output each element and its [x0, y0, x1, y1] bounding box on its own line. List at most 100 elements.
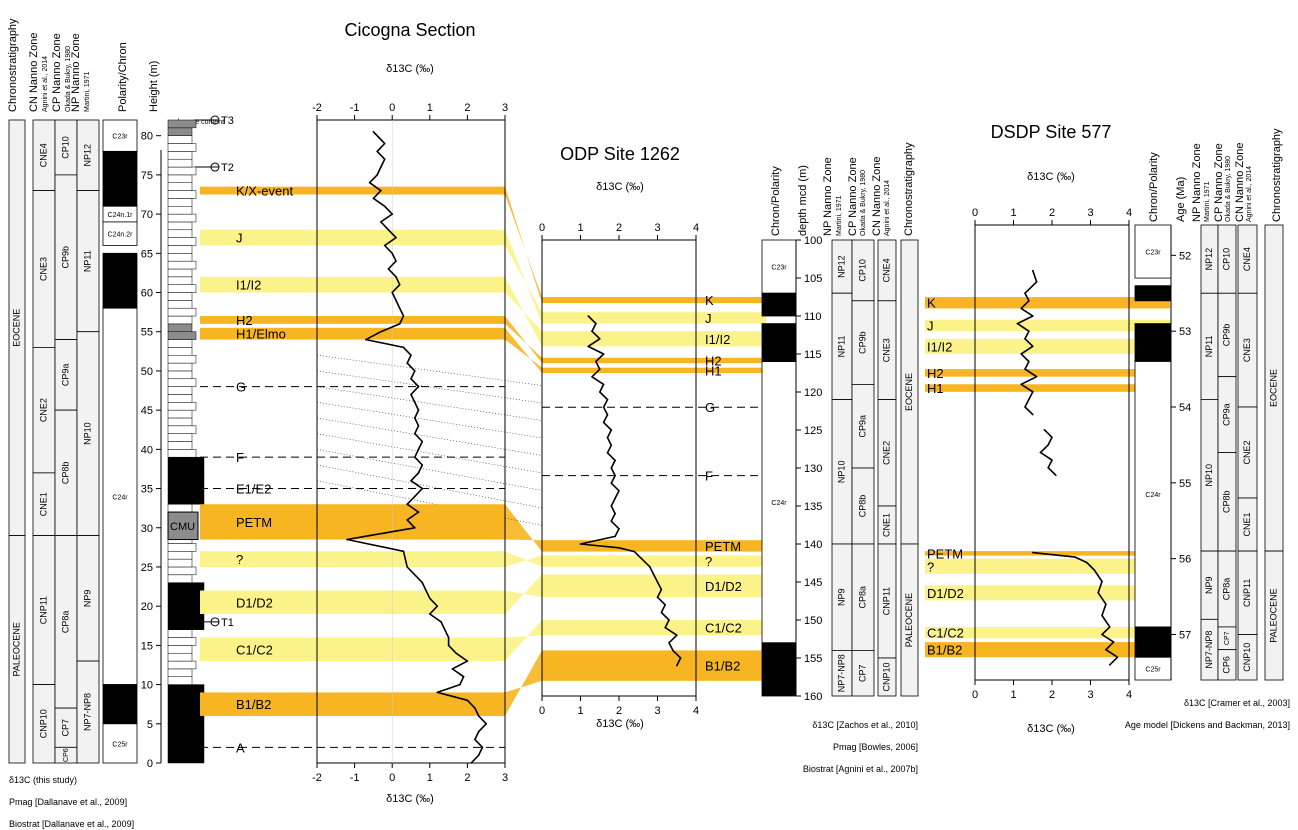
cicogna-chron-c25n: [102, 684, 138, 725]
dsdp577-event-band-h2: [925, 369, 1170, 377]
cicogna-title: Cicogna Section: [344, 20, 475, 40]
odp1262-cn-zone-label-cne2: CNE2: [881, 441, 891, 465]
dsdp-577-event-bands: [925, 297, 1170, 658]
dsdp577-x-tick-label-top-3: 3: [1087, 207, 1093, 219]
cicogna-lithology-bed-52: [167, 347, 193, 356]
odp1262-d13c-point-0-1: [595, 322, 597, 325]
odp1262-chron-c24r: [761, 361, 797, 644]
odp1262-d13c-point-0-3: [598, 338, 601, 340]
odp1262-event-band-d1-d2: [542, 574, 766, 598]
odp1262-d13c-point-0-17: [610, 444, 613, 447]
cicogna-event-label-i1-i2: I1/I2: [236, 278, 261, 293]
dsdp577-event-label-d1-d2: D1/D2: [927, 586, 964, 601]
cicogna-d13c-point-0-56: [380, 330, 382, 333]
dsdp577-header-age: Age (Ma): [1175, 177, 1187, 222]
cicogna-lithology-bed-76: [167, 158, 193, 168]
cicogna-odp-connector-: [505, 551, 542, 567]
odp1262-event-label-k: K: [705, 293, 714, 308]
odp1262-x-tick-label-top-1: 1: [577, 222, 583, 234]
odp1262-y-tick-label-3: 115: [804, 349, 822, 361]
odp1262-event-band-: [542, 555, 766, 567]
cicogna-y-tick-label-2: 10: [141, 680, 153, 692]
odp1262-header-chrono: Chronostratigraphy: [903, 142, 915, 236]
odp1262-header-depth: depth mcd (m): [797, 165, 809, 236]
cicogna-d13c-curve-0: [346, 131, 487, 764]
cicogna-cp-zone-label-cp9b: CP9b: [60, 246, 70, 269]
odp1262-header-polarity: Chron/Polarity: [770, 166, 782, 236]
cicogna-event-label-g: G: [236, 380, 246, 395]
cicogna-lithology-bed-13: [167, 652, 193, 662]
cicogna-np-zone-np7-np8: [76, 660, 100, 764]
odp1262-chron-label-c24n-1n: C24n.1n: [766, 303, 793, 310]
dsdp577-cn-zone-label-cne1: CNE1: [1242, 513, 1252, 537]
odp1262-y-tick-label-6: 130: [804, 463, 822, 475]
cicogna-y-tick-label-14: 70: [141, 209, 153, 221]
cicogna-d13c-point-0-69: [387, 228, 390, 231]
cicogna-chron-label-c24n-1n: C24n.1n: [107, 177, 134, 184]
cicogna-d13c-point-0-1: [477, 754, 480, 756]
dsdp577-event-band-petm: [925, 551, 1170, 556]
odp1262-x-tick-label-bottom-2: 2: [616, 705, 622, 717]
cicogna-lithology-bed-77: [167, 151, 193, 160]
cicogna-lithology-bed-21: [167, 590, 205, 599]
cicogna-d13c-point-0-76: [376, 174, 378, 176]
dsdp577-d13c-point-0-18: [1031, 413, 1034, 416]
cicogna-odp-connector-j: [505, 229, 542, 324]
odp1262-d13c-point-0-7: [598, 368, 601, 371]
cicogna-lithology-bed-75: [167, 166, 197, 176]
cicogna-lithology-bed-58: [167, 300, 193, 309]
cicogna-lithology-bed-35: [167, 480, 205, 489]
odp1262-y-tick-label-1: 105: [804, 273, 822, 285]
dsdp577-chron-c25n: [1134, 626, 1172, 658]
cicogna-x-tick-label-bottom-2: 0: [389, 772, 395, 784]
cicogna-cp-zone-label-cp10: CP10: [60, 136, 70, 159]
cicogna-d13c-point-0-10: [436, 691, 439, 694]
cicogna-lithology-bed-48: [167, 378, 197, 387]
cicogna-chron-label-c24n-1r: C24n.1r: [108, 212, 134, 219]
dsdp577-d13c-point-2-3: [1093, 569, 1096, 571]
dsdp577-y-tick-label-0: 52: [1179, 250, 1191, 262]
odp1262-y-tick-label-5: 125: [804, 425, 822, 437]
odp1262-header-cp: CP Nanno Zone: [847, 157, 859, 236]
cicogna-d13c-point-0-22: [429, 597, 431, 600]
odp1262-event-label-b1-b2: B1/B2: [705, 659, 740, 674]
dsdp577-d13c-point-2-7: [1101, 614, 1103, 617]
cicogna-odp-connector-c1-c2: [505, 620, 542, 662]
cicogna-lithology-bed-80: [167, 127, 193, 136]
cicogna-chron-label-c25r: C25r: [112, 741, 128, 748]
dsdp577-cp-zone-label-cp8b: CP8b: [1221, 491, 1231, 514]
cicogna-y-tick-label-12: 60: [141, 288, 153, 300]
cicogna-event-band-i1-i2: [200, 276, 505, 293]
odp1262-d13c-point-0-16: [606, 436, 609, 439]
odp1262-d13c-point-0-11: [606, 398, 609, 401]
dsdp577-d13c-point-2-9: [1101, 633, 1103, 636]
odp1262-d13c-point-0-30: [579, 543, 582, 545]
dsdp577-np-zone-label-np11: NP11: [1204, 335, 1214, 357]
cicogna-lithology-bed-5: [167, 715, 205, 725]
dsdp577-event-band-j: [925, 319, 1170, 332]
dsdp577-chron-c24n-3n: [1134, 323, 1172, 362]
cicogna-event-band-h2: [200, 316, 505, 324]
cicogna-x-tick-label-bottom-1: -1: [350, 772, 360, 784]
dsdp577-d13c-point-0-4: [1020, 307, 1022, 310]
dsdp577-d13c-point-0-12: [1024, 368, 1026, 370]
dsdp577-y-tick-label-3: 55: [1179, 478, 1191, 490]
odp1262-x-tick-label-top-3: 3: [654, 222, 660, 234]
cicogna-event-band-k-x-event: [200, 186, 505, 195]
cicogna-footnote-2: Biostrat [Dallanave et al., 2009]: [9, 819, 134, 829]
odp1262-x-tick-label-top-2: 2: [616, 222, 622, 234]
odp1262-d13c-point-0-37: [660, 588, 663, 591]
odp1262-event-band-h2: [542, 357, 766, 364]
cicogna-lithology-bed-68: [167, 221, 193, 231]
cicogna-odp-connector-d1-d2: [505, 574, 542, 615]
cicogna-d13c-point-0-42: [421, 440, 424, 443]
cicogna-d13c-point-0-30: [391, 530, 394, 533]
dotted-correlation-44: [316, 417, 543, 456]
dsdp577-d13c-point-0-9: [1031, 345, 1034, 348]
cicogna-lithology-bed-73: [167, 182, 193, 191]
cicogna-header-polarity: Polarity/Chron: [117, 42, 129, 112]
cicogna-d13c-point-0-66: [391, 252, 394, 255]
cicogna-d13c-point-0-53: [410, 354, 412, 357]
odp1262-d13c-point-0-44: [668, 642, 670, 644]
cicogna-lithology-bed-44: [167, 409, 193, 419]
